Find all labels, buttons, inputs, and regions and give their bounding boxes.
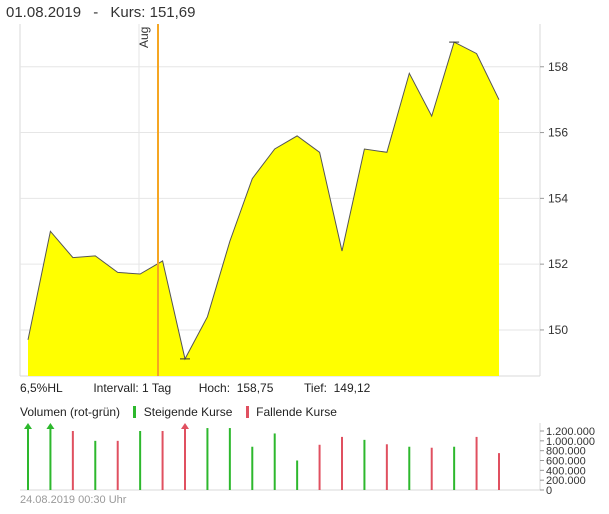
interval-label: Intervall: 1 Tag xyxy=(93,381,172,395)
volume-tick-label: 800.000 xyxy=(546,446,586,458)
falling-label: Fallende Kurse xyxy=(256,405,337,419)
volume-legend: Volumen (rot-grün) Steigende Kurse Falle… xyxy=(20,405,337,419)
volume-tick-label: 400.000 xyxy=(546,465,586,477)
price-tick-label: 156 xyxy=(548,126,568,140)
volume-label: Volumen (rot-grün) xyxy=(20,405,121,419)
price-tick-label: 150 xyxy=(548,323,568,337)
rising-swatch-icon xyxy=(133,406,137,418)
timestamp-footer: 24.08.2019 00:30 Uhr xyxy=(20,494,127,506)
price-tick-label: 154 xyxy=(548,191,568,205)
separator: - xyxy=(93,4,99,21)
volume-tick-label: 0 xyxy=(546,485,552,497)
volume-overflow-arrow xyxy=(24,423,32,429)
info-bar: 6,5%HL Intervall: 1 Tag Hoch: 158,75 Tie… xyxy=(20,381,370,395)
volume-tick-label: 1.200.000 xyxy=(546,426,595,438)
month-marker-label: Aug xyxy=(137,27,151,48)
chart-header: 01.08.2019 - Kurs: 151,69 xyxy=(6,4,203,21)
price-tick-label: 158 xyxy=(548,60,568,74)
low-label: Tief: 149,12 xyxy=(304,381,371,395)
rising-label: Steigende Kurse xyxy=(143,405,233,419)
volume-overflow-arrow xyxy=(46,423,55,429)
high-label: Hoch: 158,75 xyxy=(198,381,274,395)
volume-tick-label: 200.000 xyxy=(546,475,586,487)
volume-tick-label: 600.000 xyxy=(546,456,586,468)
price-area xyxy=(28,42,499,376)
volume-tick-label: 1.000.000 xyxy=(546,436,595,448)
falling-swatch-icon xyxy=(245,406,249,418)
volume-overflow-arrow xyxy=(181,423,189,429)
price-label: Kurs: 151,69 xyxy=(110,4,196,21)
price-tick-label: 152 xyxy=(548,257,568,271)
date-label: 01.08.2019 xyxy=(6,4,82,21)
price-line xyxy=(27,41,500,361)
hl-label: 6,5%HL xyxy=(20,381,63,395)
